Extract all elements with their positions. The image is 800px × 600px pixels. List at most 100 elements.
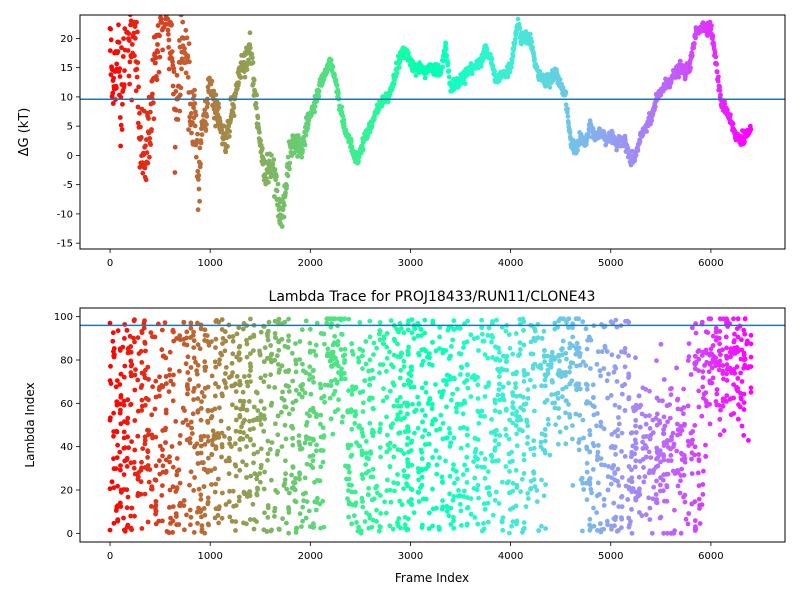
lambda-point [657,515,663,521]
lambda-point [368,449,373,454]
lambda-point [580,359,586,365]
lambda-point [448,505,454,511]
lambda-point [398,403,404,409]
lambda-point [251,332,257,338]
lambda-point [387,523,393,529]
dg-point [360,147,366,152]
dg-y-tick-label: 20 [60,34,73,45]
lambda-point [427,351,432,356]
lambda-point [357,320,363,325]
lambda-point [521,319,526,324]
lambda-point [258,375,264,381]
lambda-point [690,437,695,443]
lambda-point [412,326,418,332]
lambda-point [464,377,470,383]
lambda-point [633,418,639,423]
lambda-point [681,494,686,500]
lambda-point [205,438,211,444]
lambda-point [367,376,373,382]
lambda-point [539,383,544,389]
lambda-point [608,481,614,487]
lambda-point [272,514,277,519]
lambda-point [290,406,296,412]
dg-point [189,130,194,136]
lambda-point [457,501,463,507]
dg-points [107,5,754,229]
lambda-point [320,425,326,431]
lambda-point [132,447,138,453]
lambda-point [626,515,631,521]
lambda-point [206,342,212,348]
lambda-point [395,472,400,477]
lambda-point [555,324,560,330]
lambda-point [220,341,225,346]
lambda-point [700,492,706,497]
lambda-point [153,503,159,508]
dg-point [287,160,293,166]
lambda-point [346,445,351,451]
lambda-point [405,348,411,354]
dg-point [469,71,475,77]
lambda-x-tick-label: 3000 [398,551,423,562]
dg-point [333,77,339,83]
lambda-point [423,389,429,395]
lambda-point [194,371,200,377]
lambda-point [173,419,179,424]
lambda-point [475,396,481,401]
dg-point [296,136,302,141]
lambda-point [138,385,144,390]
lambda-point [736,402,741,408]
dg-point [159,20,165,25]
lambda-point [135,493,141,499]
lambda-point [530,365,536,371]
lambda-point [416,490,422,495]
lambda-point [690,325,695,331]
lambda-point [276,370,282,375]
lambda-point [218,418,224,424]
lambda-point [145,519,151,525]
lambda-point [609,526,614,532]
lambda-point [338,347,344,352]
lambda-point [266,319,272,325]
dg-point [124,5,129,10]
dg-point [510,53,516,59]
lambda-point [741,352,747,358]
lambda-point [143,395,149,401]
lambda-point [401,364,407,369]
dg-point [124,6,129,11]
dg-point [193,154,199,160]
lambda-point [396,516,402,521]
lambda-point [335,363,341,369]
lambda-point [233,417,239,423]
lambda-point [440,420,446,426]
lambda-point [192,443,198,449]
lambda-point [443,435,449,441]
lambda-point [574,381,580,387]
lambda-point [615,466,621,472]
dg-point [250,60,256,65]
lambda-point [451,494,457,499]
lambda-point [330,431,336,437]
lambda-point [665,458,671,463]
lambda-point [201,433,207,439]
lambda-point [475,464,480,469]
dg-point [717,87,723,93]
lambda-point [363,462,369,467]
lambda-point [671,444,676,450]
lambda-point [236,357,242,363]
lambda-point [398,417,404,422]
lambda-point [199,514,204,520]
lambda-point [108,415,113,421]
lambda-point [199,390,205,395]
lambda-point [128,344,134,349]
lambda-point [223,365,229,370]
dg-point [492,69,497,74]
lambda-point [741,327,747,333]
dg-point [179,66,184,72]
dg-y-tick-label: 15 [60,63,73,74]
lambda-point [697,503,702,508]
lambda-point [605,395,610,401]
lambda-point [383,510,389,516]
lambda-point [329,357,335,363]
lambda-point [213,381,218,387]
